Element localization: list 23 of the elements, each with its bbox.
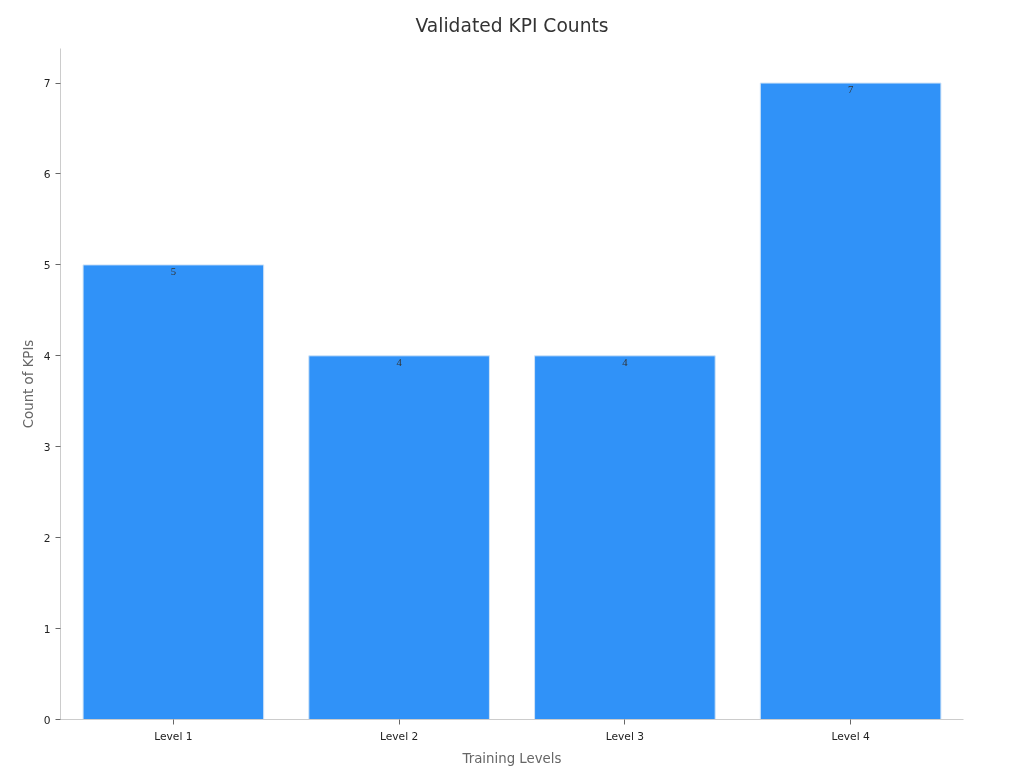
y-tick-label: 3 <box>43 440 51 454</box>
data-label: 4 <box>396 356 403 368</box>
y-tick-label: 1 <box>43 622 51 636</box>
y-tick-label: 2 <box>43 531 51 545</box>
bar <box>82 264 265 720</box>
data-label: 7 <box>847 84 854 96</box>
x-tick-label: Level 4 <box>831 729 870 743</box>
y-tick-label: 6 <box>43 167 51 181</box>
bar <box>308 355 490 720</box>
x-axis-title: Training Levels <box>461 750 562 766</box>
bar <box>759 82 942 720</box>
bar <box>534 355 716 720</box>
x-tick-label: Level 2 <box>379 729 419 743</box>
y-tick-label: 7 <box>43 77 51 91</box>
x-tick-label: Level 3 <box>605 729 645 743</box>
y-axis-title: Count of KPIs <box>20 339 36 429</box>
data-label: 4 <box>622 356 629 368</box>
y-tick-label: 4 <box>43 349 51 363</box>
data-label: 5 <box>170 265 177 277</box>
y-tick-label: 5 <box>43 258 51 272</box>
chart-title: Validated KPI Counts <box>415 15 609 36</box>
x-tick-label: Level 1 <box>154 729 193 743</box>
y-tick-label: 0 <box>43 713 51 727</box>
